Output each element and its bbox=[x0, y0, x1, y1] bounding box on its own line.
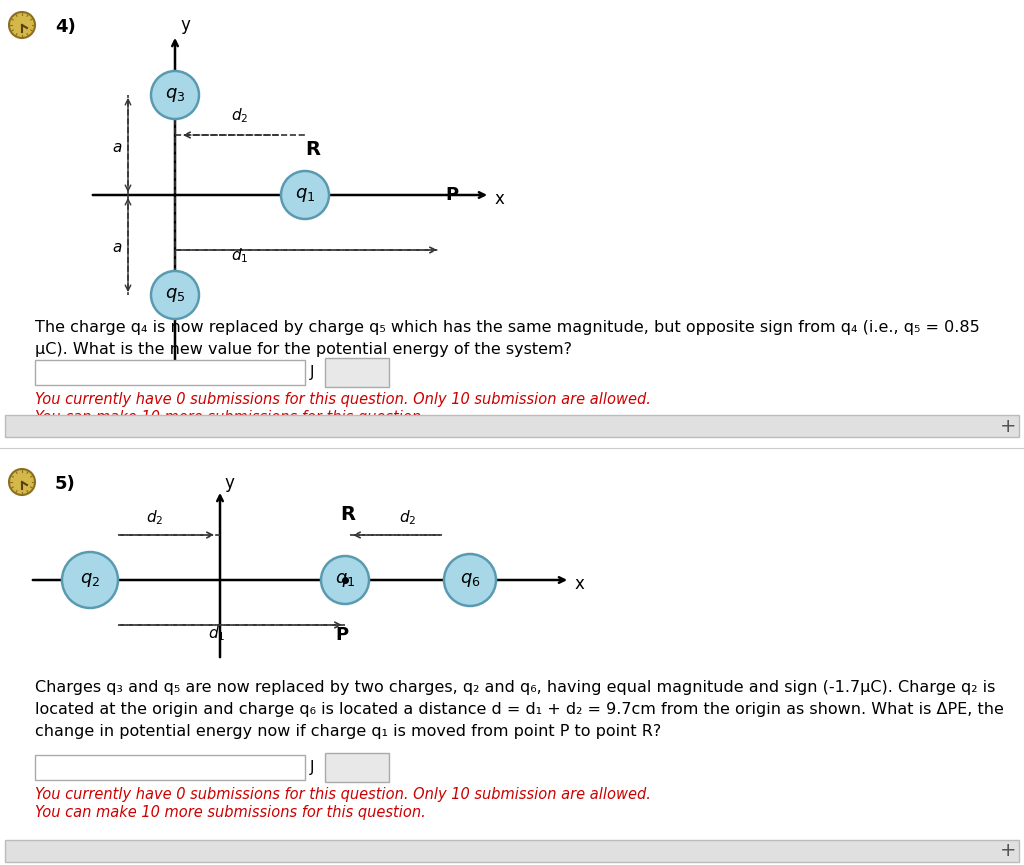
Text: y: y bbox=[180, 16, 189, 34]
Text: J: J bbox=[310, 760, 314, 775]
Text: μC). What is the new value for the potential energy of the system?: μC). What is the new value for the poten… bbox=[35, 342, 572, 357]
Text: $d_2$: $d_2$ bbox=[146, 508, 164, 527]
Text: $q_{5}$: $q_{5}$ bbox=[165, 286, 185, 304]
Text: You can make 10 more submissions for this question.: You can make 10 more submissions for thi… bbox=[35, 410, 426, 425]
Text: change in potential energy now if charge q₁ is moved from point P to point R?: change in potential energy now if charge… bbox=[35, 724, 662, 739]
Text: $q_{2}$: $q_{2}$ bbox=[80, 571, 100, 589]
Circle shape bbox=[321, 556, 369, 604]
Circle shape bbox=[281, 171, 329, 219]
Text: You currently have 0 submissions for this question. Only 10 submission are allow: You currently have 0 submissions for thi… bbox=[35, 787, 651, 802]
Text: y: y bbox=[224, 474, 233, 492]
Text: x: x bbox=[495, 190, 505, 208]
FancyBboxPatch shape bbox=[35, 360, 305, 385]
Text: $d_1$: $d_1$ bbox=[231, 246, 249, 265]
Text: Charges q₃ and q₅ are now replaced by two charges, q₂ and q₆, having equal magni: Charges q₃ and q₅ are now replaced by tw… bbox=[35, 680, 995, 695]
Circle shape bbox=[9, 12, 35, 38]
Text: $q_{1}$: $q_{1}$ bbox=[295, 186, 315, 204]
Text: You can make 10 more submissions for this question.: You can make 10 more submissions for thi… bbox=[35, 805, 426, 820]
Text: $d_2$: $d_2$ bbox=[231, 106, 249, 125]
Circle shape bbox=[444, 554, 496, 606]
Text: P: P bbox=[336, 626, 348, 644]
FancyBboxPatch shape bbox=[325, 358, 389, 387]
Text: P: P bbox=[445, 186, 458, 204]
Text: a: a bbox=[112, 140, 122, 156]
Text: located at the origin and charge q₆ is located a distance d = d₁ + d₂ = 9.7cm fr: located at the origin and charge q₆ is l… bbox=[35, 702, 1004, 717]
Text: a: a bbox=[112, 240, 122, 255]
FancyBboxPatch shape bbox=[325, 753, 389, 782]
Text: You currently have 0 submissions for this question. Only 10 submission are allow: You currently have 0 submissions for thi… bbox=[35, 392, 651, 407]
Circle shape bbox=[9, 469, 35, 495]
Text: +: + bbox=[999, 417, 1016, 435]
Text: $d_1$: $d_1$ bbox=[208, 624, 225, 643]
Text: Submit: Submit bbox=[330, 365, 384, 380]
Text: $q_{3}$: $q_{3}$ bbox=[165, 86, 185, 104]
FancyBboxPatch shape bbox=[35, 755, 305, 780]
Text: +: + bbox=[999, 842, 1016, 861]
Circle shape bbox=[151, 71, 199, 119]
Circle shape bbox=[151, 271, 199, 319]
Text: R: R bbox=[305, 140, 321, 159]
Circle shape bbox=[62, 552, 118, 608]
Text: J: J bbox=[310, 365, 314, 380]
Text: $q_{6}$: $q_{6}$ bbox=[460, 571, 480, 589]
Text: R: R bbox=[341, 505, 355, 524]
Text: Submit: Submit bbox=[330, 760, 384, 775]
FancyBboxPatch shape bbox=[5, 415, 1019, 437]
Text: The charge q₄ is now replaced by charge q₅ which has the same magnitude, but opp: The charge q₄ is now replaced by charge … bbox=[35, 320, 980, 335]
FancyBboxPatch shape bbox=[5, 840, 1019, 862]
Text: x: x bbox=[575, 575, 585, 593]
Text: $d_2$: $d_2$ bbox=[399, 508, 417, 527]
Text: $q_{1}$: $q_{1}$ bbox=[335, 571, 355, 589]
Text: 4): 4) bbox=[55, 18, 76, 36]
Text: 5): 5) bbox=[55, 475, 76, 493]
